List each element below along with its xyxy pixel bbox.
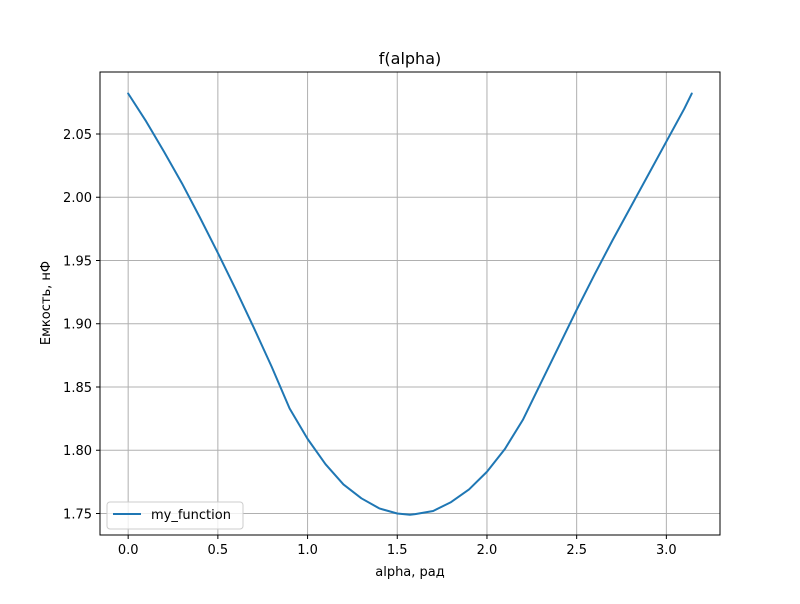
x-tick-label: 1.5 — [387, 543, 408, 558]
legend-label-my-function: my_function — [151, 508, 231, 523]
legend-box — [106, 501, 244, 530]
x-tick-label: 0.0 — [118, 543, 139, 558]
x-axis-label: alpha, рад — [375, 565, 445, 580]
y-tick-label: 2.00 — [63, 191, 92, 206]
y-tick-label: 1.95 — [63, 254, 92, 269]
axis-ticks: 0.0 0.5 1.0 1.5 2.0 2.5 3.0 1.75 1.80 1.85 1.90 1.9… — [63, 128, 677, 558]
chart-title: f(alpha) — [379, 49, 441, 68]
y-tick-label: 2.05 — [63, 128, 92, 143]
y-tick-label: 1.85 — [63, 381, 92, 396]
x-tick-label: 0.5 — [208, 543, 229, 558]
y-tick-label: 1.90 — [63, 318, 92, 333]
y-tick-label: 1.80 — [63, 444, 92, 459]
y-axis-label: Емкость, нФ — [39, 261, 54, 345]
x-tick-label: 3.0 — [656, 543, 677, 558]
x-tick-label: 2.0 — [477, 543, 498, 558]
x-tick-label: 1.0 — [297, 543, 318, 558]
x-tick-label: 2.5 — [566, 543, 587, 558]
legend: my_function — [106, 501, 244, 530]
y-tick-label: 1.75 — [63, 507, 92, 522]
series-line-my-function — [127, 92, 693, 516]
plot-lines — [127, 92, 693, 516]
plot-frame — [99, 71, 721, 536]
